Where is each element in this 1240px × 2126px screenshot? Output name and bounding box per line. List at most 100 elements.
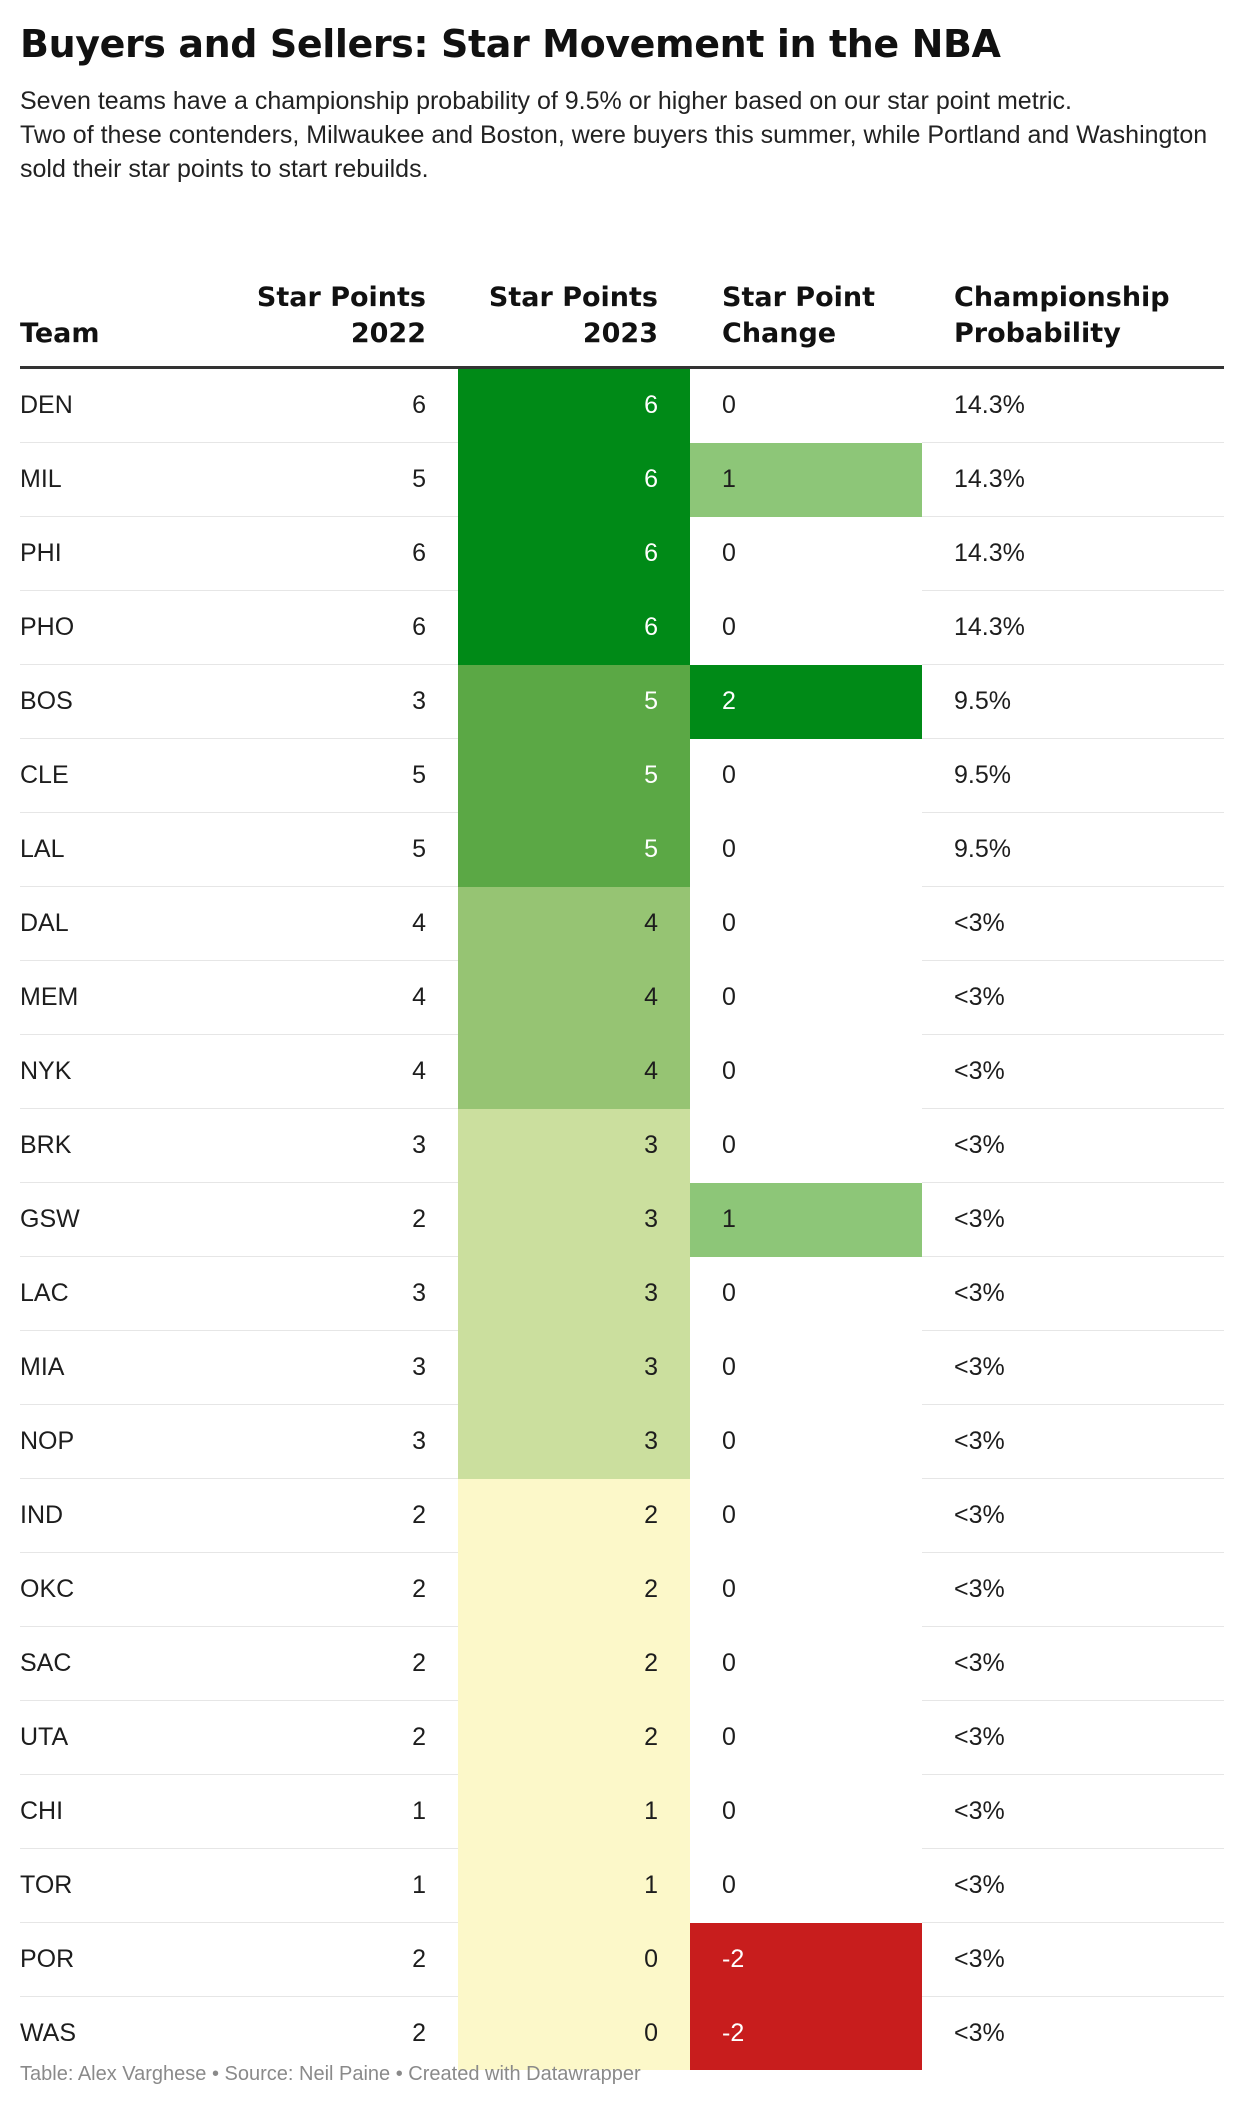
star-points-2022-cell: 6 <box>226 516 458 591</box>
team-cell: MEM <box>20 960 226 1035</box>
star-points-2023-cell: 0 <box>458 1996 690 2070</box>
star-points-2022-cell: 2 <box>226 1626 458 1701</box>
championship-probability-cell: <3% <box>922 960 1224 1035</box>
star-points-2023-cell: 3 <box>458 1256 690 1331</box>
star-points-2023-cell: 4 <box>458 1034 690 1109</box>
column-header-star-points-2023[interactable]: Star Points 2023 <box>458 246 690 369</box>
star-points-2022-cell: 2 <box>412 2019 426 2047</box>
star-point-change-cell: 0 <box>722 1871 736 1899</box>
star-points-2022-cell: 6 <box>226 590 458 665</box>
team-cell: LAC <box>20 1256 226 1331</box>
star-points-2023-cell: 2 <box>458 1700 690 1775</box>
table-row: BRK 3 3 0 <3% <box>20 1108 1224 1183</box>
star-point-change-cell: 0 <box>722 1723 736 1751</box>
team-cell: MIA <box>20 1330 226 1405</box>
team-cell: OKC <box>20 1552 226 1627</box>
table-row: DEN 6 6 0 14.3% <box>20 367 1224 443</box>
star-points-2022-cell: 6 <box>226 367 458 443</box>
championship-probability-cell: 14.3% <box>922 367 1224 443</box>
star-points-2022-cell: 3 <box>226 1330 458 1405</box>
star-points-2022-cell: 2 <box>226 1182 458 1257</box>
star-points-2023-cell: 6 <box>458 590 690 665</box>
star-point-change-cell: 0 <box>722 761 736 789</box>
team-cell: DAL <box>20 886 226 961</box>
column-header-star-point-change[interactable]: Star Point Change <box>690 246 922 369</box>
star-points-2023-cell: 0 <box>458 1922 690 1997</box>
star-point-change-cell: 0 <box>722 1057 736 1085</box>
championship-probability-cell: 14.3% <box>922 590 1224 665</box>
column-header-team[interactable]: Team <box>20 246 226 369</box>
star-points-2022-cell: 2 <box>226 1700 458 1775</box>
table-row: LAC 3 3 0 <3% <box>20 1256 1224 1331</box>
source-footer: Table: Alex Varghese • Source: Neil Pain… <box>20 2063 641 2085</box>
star-points-2022-cell: 1 <box>226 1848 458 1923</box>
championship-probability-cell: <3% <box>922 1182 1224 1257</box>
star-point-change-cell: 0 <box>722 1797 736 1825</box>
table-row: GSW 2 3 1 <3% <box>20 1182 1224 1257</box>
star-points-2023-cell: 6 <box>458 516 690 591</box>
table-row: IND 2 2 0 <3% <box>20 1478 1224 1553</box>
star-point-change-cell: 0 <box>722 1501 736 1529</box>
star-points-2023-cell: 4 <box>458 960 690 1035</box>
star-points-2022-cell: 5 <box>226 738 458 813</box>
star-points-2022-cell: 4 <box>226 960 458 1035</box>
column-header-star-points-2022[interactable]: Star Points 2022 <box>226 246 458 369</box>
championship-probability-cell: <3% <box>922 1034 1224 1109</box>
table-row: LAL 5 5 0 9.5% <box>20 812 1224 887</box>
star-point-change-cell: 0 <box>722 1279 736 1307</box>
header-row: Team Star Points 2022 Star Points 2023 S… <box>20 246 1224 369</box>
team-cell: NYK <box>20 1034 226 1109</box>
team-cell: DEN <box>20 367 226 443</box>
star-points-2022-cell: 5 <box>226 442 458 517</box>
championship-probability-cell: <3% <box>922 1848 1224 1923</box>
championship-probability-cell: <3% <box>922 1478 1224 1553</box>
star-point-change-cell: 0 <box>722 1131 736 1159</box>
star-point-change-cell: 0 <box>722 909 736 937</box>
star-points-2022-cell: 4 <box>226 886 458 961</box>
star-points-2022-cell: 2 <box>226 1478 458 1553</box>
team-cell: UTA <box>20 1700 226 1775</box>
table-row: PHO 6 6 0 14.3% <box>20 590 1224 665</box>
star-point-change-cell: 1 <box>690 442 922 517</box>
team-cell: GSW <box>20 1182 226 1257</box>
star-point-change-cell: 1 <box>690 1182 922 1257</box>
team-cell: IND <box>20 1478 226 1553</box>
championship-probability-cell: <3% <box>922 1330 1224 1405</box>
championship-probability-cell: <3% <box>922 1404 1224 1479</box>
championship-probability-cell: <3% <box>922 1922 1224 1997</box>
table-body: DEN 6 6 0 14.3% MIL 5 6 1 14.3% PHI 6 6 0 14.3% PHO 6 6 0 1… <box>20 367 1224 2070</box>
table-row: POR 2 0 -2 <3% <box>20 1922 1224 1997</box>
team-cell: MIL <box>20 442 226 517</box>
star-point-change-cell: 0 <box>722 1353 736 1381</box>
table-row: CLE 5 5 0 9.5% <box>20 738 1224 813</box>
championship-probability-cell: <3% <box>954 2019 1005 2047</box>
star-points-2023-cell: 4 <box>458 886 690 961</box>
star-points-2023-cell: 2 <box>458 1478 690 1553</box>
team-cell: POR <box>20 1922 226 1997</box>
championship-probability-cell: 9.5% <box>922 664 1224 739</box>
table-row: NYK 4 4 0 <3% <box>20 1034 1224 1109</box>
table-row: DAL 4 4 0 <3% <box>20 886 1224 961</box>
star-point-change-cell: 0 <box>722 1427 736 1455</box>
star-points-2023-cell: 3 <box>458 1108 690 1183</box>
star-points-2023-cell: 6 <box>458 367 690 443</box>
team-cell: WAS <box>20 2019 77 2047</box>
star-points-2023-cell: 5 <box>458 812 690 887</box>
table-row: PHI 6 6 0 14.3% <box>20 516 1224 591</box>
championship-probability-cell: <3% <box>922 1108 1224 1183</box>
star-points-2023-cell: 3 <box>458 1330 690 1405</box>
championship-probability-cell: <3% <box>922 1774 1224 1849</box>
star-points-2023-cell: 3 <box>458 1404 690 1479</box>
championship-probability-cell: <3% <box>922 1700 1224 1775</box>
star-points-2022-cell: 3 <box>226 1108 458 1183</box>
championship-probability-cell: <3% <box>922 1626 1224 1701</box>
star-point-change-cell: 0 <box>722 1575 736 1603</box>
star-point-change-cell: 2 <box>690 664 922 739</box>
table-row: OKC 2 2 0 <3% <box>20 1552 1224 1627</box>
championship-probability-cell: <3% <box>922 1552 1224 1627</box>
table-row: TOR 1 1 0 <3% <box>20 1848 1224 1923</box>
championship-probability-cell: 14.3% <box>922 442 1224 517</box>
star-points-2023-cell: 5 <box>458 664 690 739</box>
table-row: NOP 3 3 0 <3% <box>20 1404 1224 1479</box>
column-header-championship-probability[interactable]: Championship Probability <box>922 246 1224 369</box>
